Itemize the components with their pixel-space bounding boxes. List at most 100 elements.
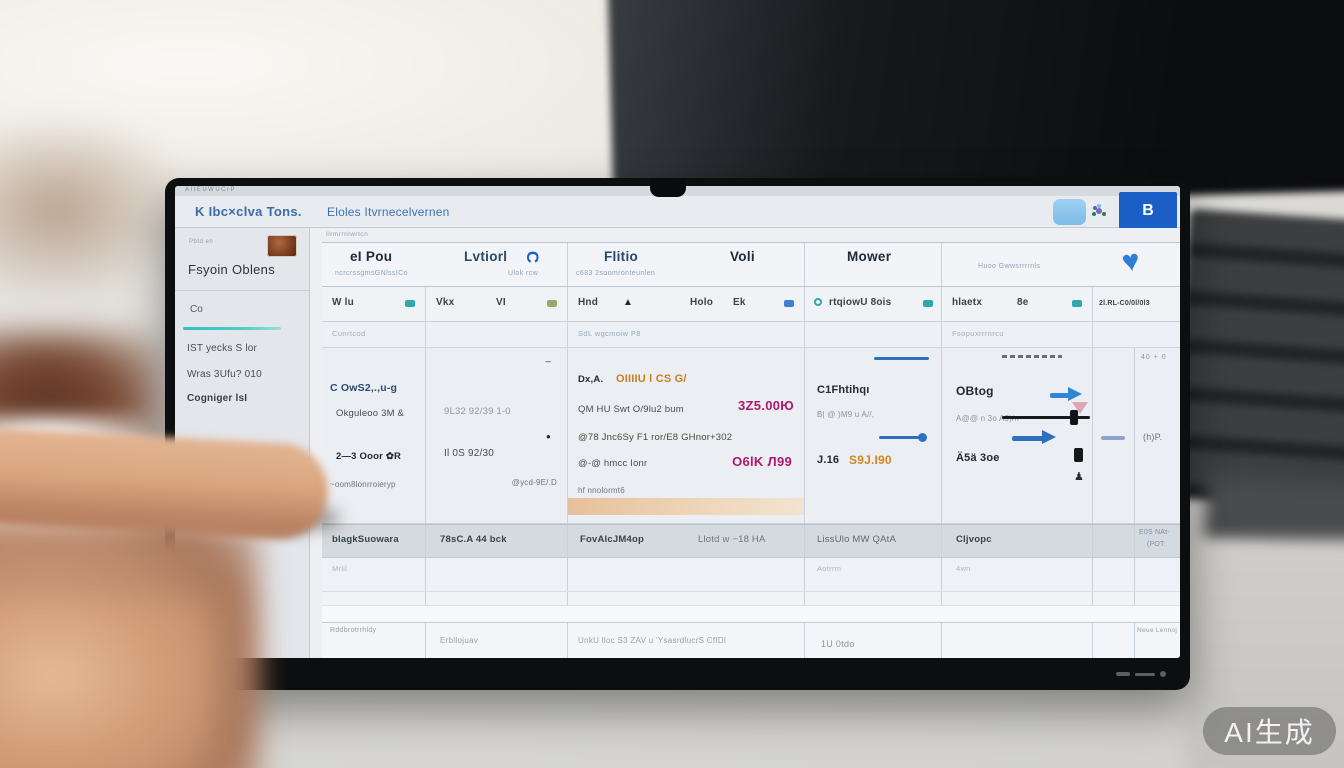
camera-notch xyxy=(650,178,686,197)
profile-button[interactable]: B xyxy=(1119,192,1177,229)
filter-cell[interactable]: hlaetx 8e xyxy=(942,287,1093,321)
hint-cell xyxy=(1093,322,1180,347)
summary-cell[interactable]: Cljvopc xyxy=(942,525,1093,557)
filter-date-label[interactable]: 2l.RL-C0/0l/0l3 xyxy=(1099,300,1150,307)
dot-icon: ● xyxy=(545,432,551,441)
filter-label[interactable]: rtqiowU 8ois xyxy=(829,297,892,308)
summary-text: blagkSuowara xyxy=(332,534,399,545)
filter-value[interactable]: VI xyxy=(496,297,506,308)
detail-cell-7: 40 + 0 (h)P. xyxy=(1135,348,1180,523)
muted-slider[interactable] xyxy=(1101,436,1125,440)
heart-icon[interactable]: ♥ xyxy=(1119,243,1142,280)
dash-icon: – xyxy=(545,356,551,367)
price-value: S9J.I90 xyxy=(849,453,892,467)
footer-cell: 1U 0tdo xyxy=(805,623,942,658)
detail-cell-2[interactable]: – 9L32 92/39 1-0 ● Il 0S 92/30 @ycd-9E/.… xyxy=(426,348,568,523)
background-blur-shape xyxy=(0,120,190,300)
group-cell-1: eI Pou ncrcrssgmsGNlssICo Lvtiorl C Ulok… xyxy=(322,243,568,286)
arrow-cursor-icon[interactable] xyxy=(1068,387,1082,401)
table-filter-row: W lu Vkx VI Hnd ▲ Holo Ek rtqiowU 8ois xyxy=(322,287,1180,322)
filter-cell[interactable]: rtqiowU 8ois xyxy=(805,287,942,321)
detail-cell-5[interactable]: OBtog A@@ n 3o A9)/n Ä5ä 3oe ♟ xyxy=(942,348,1093,523)
filter-value[interactable]: Ek xyxy=(733,297,746,308)
sidebar-item-1[interactable]: IST yecks S lor xyxy=(187,343,258,354)
detail-text: Dx,A. xyxy=(578,374,604,385)
thumb xyxy=(0,600,210,768)
column-group-sub: Ulok rcw xyxy=(508,270,539,277)
hint-text: Cunrtcod xyxy=(332,329,366,338)
table-muted-row: Mrlil Aotrrm 4wn xyxy=(322,558,1180,592)
summary-cell[interactable]: LissUlo MW QAtA xyxy=(805,525,942,557)
detail-cell-1[interactable]: C OwS2,.,u-g Okguleoo 3M & 2—3 Ooor ✿R ~… xyxy=(322,348,426,523)
dart-tail[interactable] xyxy=(1012,436,1046,441)
nav-menu-item[interactable]: Eloles Itvrnecelvernen xyxy=(327,205,450,219)
counter-icons: 40 + 0 xyxy=(1141,354,1167,361)
dart-icon[interactable] xyxy=(1042,430,1056,444)
slider[interactable] xyxy=(874,357,929,360)
column-group-title[interactable]: Flitio xyxy=(604,249,639,264)
column-group-title[interactable]: Mower xyxy=(847,249,892,264)
logo-mark xyxy=(1160,671,1166,677)
tag-icon[interactable] xyxy=(923,300,933,307)
apps-button[interactable] xyxy=(1053,199,1086,225)
flower-icon[interactable] xyxy=(1096,208,1102,214)
group-cell-4: Huoo Gwwsrrrrnls ♥ xyxy=(942,243,1180,286)
filter-cell[interactable]: Hnd ▲ Holo Ek xyxy=(568,287,805,321)
slider[interactable] xyxy=(879,436,921,439)
filter-label[interactable]: W lu xyxy=(332,297,354,308)
detail-text: (h)P. xyxy=(1143,432,1163,442)
footer-cell: Rddbrotrrhldy xyxy=(322,623,426,658)
detail-text: QM HU Swt O/9lu2 bum xyxy=(578,404,684,415)
detail-text: @ycd-9E/.D xyxy=(511,478,557,487)
tag-icon[interactable] xyxy=(1072,300,1082,307)
filter-label[interactable]: Vkx xyxy=(436,297,455,308)
footer-cell: Erbllojuav xyxy=(426,623,568,658)
filter-label[interactable]: Holo xyxy=(690,297,714,308)
ai-watermark-text: AI生成 xyxy=(1224,717,1315,748)
footer-text: Erbllojuav xyxy=(440,636,479,645)
column-group-title[interactable]: Lvtiorl xyxy=(464,249,508,264)
summary-cell[interactable]: FovAlcJM4op Llotd w −18 HA xyxy=(568,525,805,557)
detail-cell-4[interactable]: C1Fhtihqı B| @ )M9 u A//, J.16 S9J.I90 xyxy=(805,348,942,523)
table-empty-row xyxy=(322,592,1180,606)
tag-icon[interactable] xyxy=(784,300,794,307)
footer-text: 1U 0tdo xyxy=(821,639,855,649)
sidebar-item-2[interactable]: Wras 3Ufu? 010 xyxy=(187,369,262,380)
app-screen: AItEUWUCrP K Ibc×clva Tons. Eloles Itvrn… xyxy=(175,186,1180,658)
black-slider[interactable] xyxy=(1002,416,1090,419)
sidebar-item-3[interactable]: Cogniger lsI xyxy=(187,393,248,404)
sidebar-thumbnail[interactable] xyxy=(267,235,297,257)
slider-handle[interactable] xyxy=(918,433,927,442)
tag-icon[interactable] xyxy=(547,300,557,307)
sidebar-section-label[interactable]: Co xyxy=(190,304,203,315)
summary-cell[interactable]: blagkSuowara xyxy=(322,525,426,557)
muted-cell: 4wn xyxy=(942,558,1093,591)
divider xyxy=(175,290,310,291)
lock-icon xyxy=(1074,448,1083,462)
detail-cell-3[interactable]: Dx,A. OIIIIU l CS G/ QM HU Swt O/9lu2 bu… xyxy=(568,348,805,523)
app-header: K Ibc×clva Tons. Eloles Itvrnecelvernen … xyxy=(175,192,1180,229)
filter-value[interactable]: 8e xyxy=(1017,297,1029,308)
footer-cell xyxy=(1093,623,1135,658)
arrow-cursor-tail[interactable] xyxy=(1050,393,1072,398)
black-slider-handle[interactable] xyxy=(1070,410,1078,425)
highlight-strip xyxy=(568,498,804,515)
detail-text: C1Fhtihqı xyxy=(817,384,870,396)
filter-label[interactable]: Hnd xyxy=(578,297,599,308)
detail-text: Okguleoo 3M & xyxy=(336,408,405,419)
column-group-title[interactable]: Voli xyxy=(730,249,755,264)
filter-cell[interactable]: Vkx VI xyxy=(426,287,568,321)
detail-cell-6 xyxy=(1093,348,1135,523)
tag-icon[interactable] xyxy=(405,300,415,307)
column-group-title[interactable]: eI Pou xyxy=(350,249,393,264)
sidebar-eyebrow: Pbtd en xyxy=(189,239,214,245)
detail-text: B| @ )M9 u A//, xyxy=(817,410,875,419)
filter-label[interactable]: hlaetx xyxy=(952,297,983,308)
hint-text: Fsopuxrrrnrcu xyxy=(952,329,1004,338)
filter-cell[interactable]: 2l.RL-C0/0l/0l3 xyxy=(1093,287,1180,321)
footer-text: UnkU lloc S3 ZAV u 'YsasrdlucrS CfIDl xyxy=(578,636,727,645)
detail-text: Il 0S 92/30 xyxy=(444,448,495,459)
filter-cell[interactable]: W lu xyxy=(322,287,426,321)
logo-mark xyxy=(1135,672,1155,676)
summary-cell[interactable]: 78sC.A 44 bck xyxy=(426,525,568,557)
